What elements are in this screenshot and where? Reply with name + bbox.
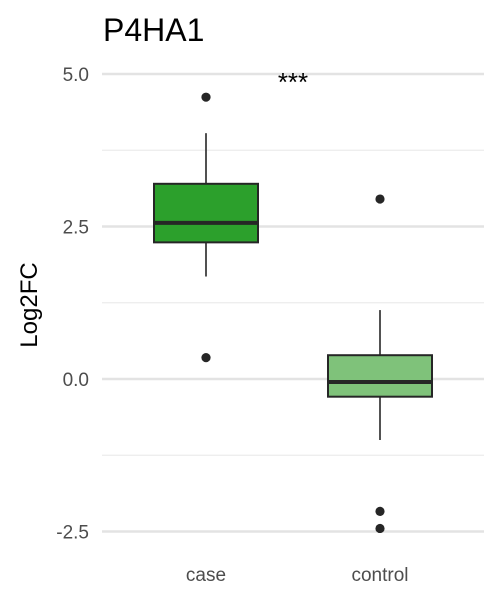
outlier-control-1 [375, 506, 385, 516]
outlier-control-0 [375, 194, 385, 204]
significance-annotation: *** [278, 67, 308, 97]
grid-layer [102, 72, 484, 533]
box-control [327, 354, 433, 398]
outlier-case-1 [201, 353, 211, 363]
y-tick-label-2: 0.0 [63, 370, 89, 391]
text-layer: P4HA1 Log2FC *** 5.0 2.5 0.0 -2.5 case contro… [16, 12, 409, 586]
y-axis-label: Log2FC [16, 262, 43, 347]
box-group-case [153, 92, 259, 363]
x-tick-label-case: case [186, 565, 226, 586]
y-tick-label-1: 2.5 [63, 218, 89, 239]
box-group-control [327, 194, 433, 534]
y-tick-label-3: -2.5 [56, 523, 89, 544]
box-layer [153, 92, 433, 534]
chart-title: P4HA1 [103, 12, 204, 48]
x-tick-label-control: control [351, 565, 408, 586]
y-tick-label-0: 5.0 [63, 65, 89, 86]
box-case [153, 182, 259, 244]
outlier-case-0 [201, 92, 211, 102]
outlier-control-2 [375, 523, 385, 534]
